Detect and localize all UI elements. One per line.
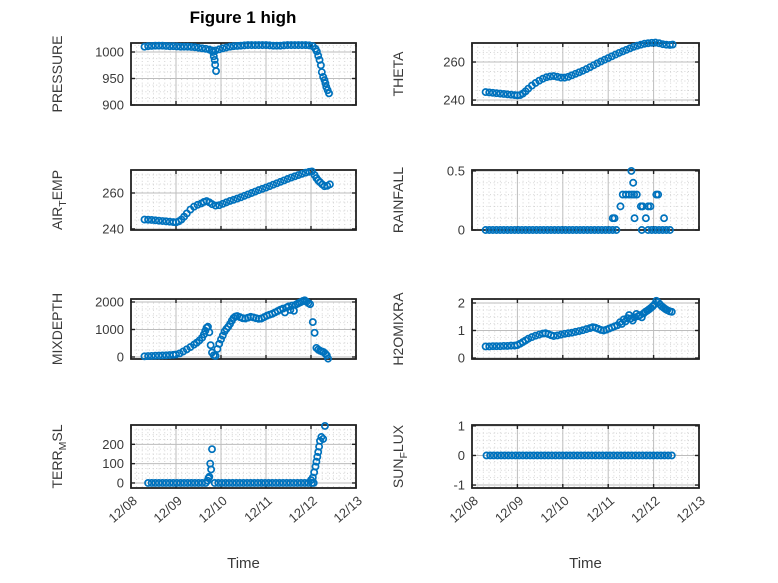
- y-tick-labels: 240 260: [102, 185, 124, 236]
- svg-text:950: 950: [102, 71, 124, 86]
- data-markers: [481, 38, 677, 100]
- svg-text:12/12: 12/12: [628, 493, 662, 526]
- subplot-SUN_FLUX: -1 0 1 SUNFLUX 12/08 12/09 12/10 12/11 12/12 12/1…: [390, 418, 708, 572]
- svg-text:12/13: 12/13: [674, 493, 708, 526]
- y-tick-labels: 00.5: [447, 163, 465, 237]
- svg-text:2000: 2000: [95, 294, 124, 309]
- svg-text:1: 1: [458, 323, 465, 338]
- svg-text:2: 2: [458, 295, 465, 310]
- svg-text:260: 260: [443, 55, 465, 70]
- svg-text:900: 900: [102, 98, 124, 113]
- svg-text:1: 1: [458, 418, 465, 433]
- svg-text:12/08: 12/08: [447, 493, 481, 526]
- data-markers: [140, 41, 333, 98]
- svg-text:0: 0: [117, 349, 124, 364]
- svg-text:200: 200: [102, 437, 124, 452]
- data-markers: [482, 451, 676, 460]
- y-tick-labels: 0 100 200: [102, 437, 124, 491]
- svg-text:12/10: 12/10: [537, 493, 571, 526]
- y-tick-labels: 900 950 1000: [95, 45, 124, 113]
- grid-major: [472, 43, 699, 105]
- svg-text:100: 100: [102, 456, 124, 471]
- data-markers: [140, 296, 333, 363]
- subplot-H2OMIXRA: 0 1 2 H2OMIXRA: [390, 292, 700, 366]
- subplot-AIR_TEMP: 240 260 AIRTEMP: [49, 167, 357, 236]
- y-axis-label: PRESSURE: [49, 35, 65, 112]
- svg-text:-1: -1: [453, 478, 465, 493]
- svg-text:1000: 1000: [95, 322, 124, 337]
- data-markers: [481, 296, 676, 351]
- y-axis-label: RAINFALL: [390, 167, 406, 233]
- y-tick-labels: 0 1 2: [458, 295, 465, 365]
- svg-text:0: 0: [458, 223, 465, 238]
- axes-box: [130, 169, 357, 231]
- svg-text:12/09: 12/09: [151, 493, 185, 526]
- data-markers: [481, 166, 674, 234]
- axes-box: [471, 169, 700, 231]
- svg-text:12/13: 12/13: [331, 493, 365, 526]
- svg-text:0: 0: [458, 351, 465, 366]
- svg-text:12/08: 12/08: [106, 493, 140, 526]
- y-axis-label: TERRMSL: [49, 424, 69, 488]
- svg-text:12/12: 12/12: [286, 493, 320, 526]
- figure-title: Figure 1 high: [189, 8, 297, 27]
- svg-text:0: 0: [458, 448, 465, 463]
- x-axis-title: Time: [569, 555, 602, 572]
- y-tick-labels: 0 1000 2000: [95, 294, 124, 364]
- y-axis-label: SUNFLUX: [390, 424, 410, 488]
- data-markers: [140, 167, 334, 227]
- x-axis-title: Time: [227, 555, 260, 572]
- svg-text:240: 240: [102, 221, 124, 236]
- axes-box: [471, 42, 700, 106]
- svg-text:0: 0: [117, 475, 124, 490]
- subplot-PRESSURE: 900 950 1000 PRESSURE: [49, 35, 357, 113]
- svg-text:12/10: 12/10: [196, 493, 230, 526]
- subplot-MIXDEPTH: 0 1000 2000 MIXDEPTH: [49, 293, 357, 365]
- axes-box: [471, 424, 700, 489]
- y-axis-label: H2OMIXRA: [390, 292, 406, 366]
- axes-box: [130, 424, 357, 489]
- data-markers: [144, 422, 329, 487]
- y-tick-labels: -1 0 1: [453, 418, 465, 492]
- y-tick-labels: 240 260: [443, 55, 465, 108]
- x-tick-labels: 12/08 12/09 12/10 12/11 12/12 12/13: [106, 493, 365, 526]
- svg-text:1000: 1000: [95, 45, 124, 60]
- y-axis-label: THETA: [390, 51, 406, 97]
- svg-text:12/11: 12/11: [241, 493, 275, 525]
- y-axis-label: MIXDEPTH: [49, 293, 65, 365]
- svg-text:12/11: 12/11: [583, 493, 617, 525]
- x-tick-labels: 12/08 12/09 12/10 12/11 12/12 12/13: [447, 493, 708, 526]
- svg-text:240: 240: [443, 93, 465, 108]
- svg-text:0.5: 0.5: [447, 163, 465, 178]
- subplot-THETA: 240 260 THETA: [390, 38, 700, 108]
- y-axis-label: AIRTEMP: [49, 170, 69, 230]
- svg-text:12/09: 12/09: [492, 493, 526, 526]
- svg-text:260: 260: [102, 185, 124, 200]
